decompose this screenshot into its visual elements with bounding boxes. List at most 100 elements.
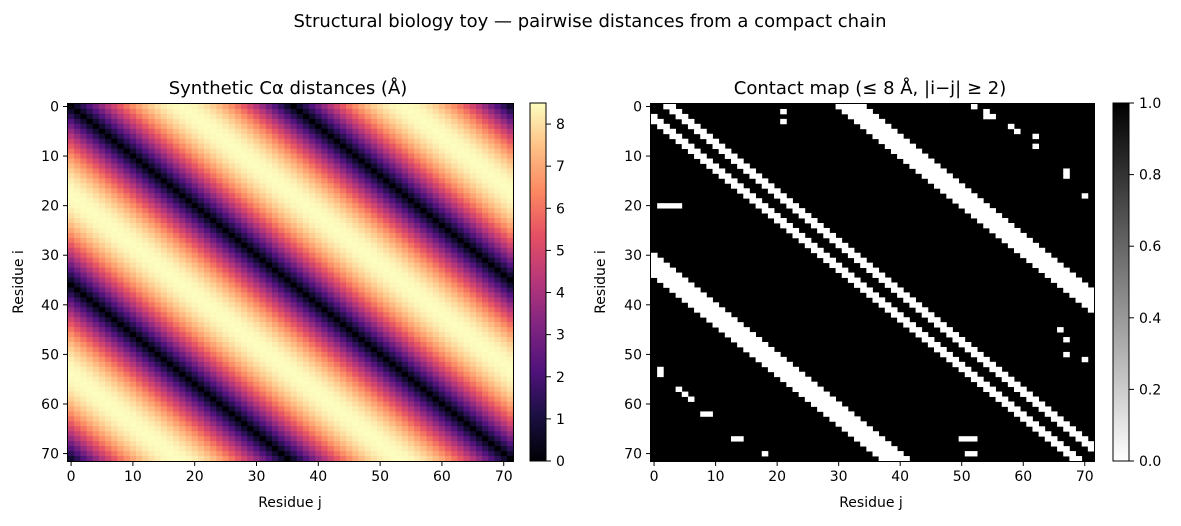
distance-cell	[135, 312, 143, 318]
distance-cell	[105, 193, 112, 199]
distance-cell	[315, 406, 322, 412]
distance-cell	[327, 198, 335, 204]
distance-cell	[68, 168, 75, 174]
distance-cell	[333, 223, 341, 229]
distance-cell	[506, 287, 514, 293]
distance-cell	[228, 436, 236, 442]
distance-cell	[271, 396, 279, 402]
distance-cell	[210, 237, 217, 244]
distance-cell	[228, 108, 236, 115]
distance-cell	[216, 198, 224, 204]
distance-cell	[154, 302, 162, 308]
distance-cell	[166, 262, 174, 269]
distance-cell	[309, 223, 316, 229]
distance-cell	[339, 183, 347, 189]
distance-cell	[185, 104, 193, 110]
distance-cell	[98, 203, 106, 209]
distance-cell	[426, 307, 434, 313]
distance-cell	[142, 198, 149, 204]
distance-cell	[426, 108, 434, 115]
distance-cell	[111, 227, 118, 234]
distance-cell	[302, 143, 310, 150]
distance-cell	[142, 227, 149, 234]
distance-cell	[80, 138, 88, 145]
distance-cell	[197, 302, 205, 308]
distance-cell	[203, 138, 211, 145]
distance-cell	[105, 302, 112, 308]
distance-cell	[457, 287, 465, 293]
distance-cell	[469, 237, 477, 244]
distance-cell	[506, 118, 514, 125]
distance-cell	[197, 262, 205, 269]
distance-cell	[173, 277, 180, 283]
distance-cell	[346, 158, 353, 164]
distance-cell	[129, 342, 137, 348]
distance-cell	[228, 381, 236, 388]
distance-cell	[123, 223, 131, 229]
distance-cell	[494, 168, 502, 174]
distance-cell	[463, 242, 471, 249]
distance-cell	[451, 346, 458, 353]
distance-cell	[352, 346, 359, 353]
distance-cell	[383, 237, 390, 244]
distance-cell	[105, 262, 112, 269]
distance-cell	[284, 356, 291, 363]
distance-cell	[414, 376, 421, 383]
distance-cell	[92, 118, 100, 125]
distance-cell	[234, 376, 242, 383]
distance-cell	[241, 252, 248, 259]
distance-cell	[321, 322, 329, 328]
distance-cell	[259, 133, 267, 140]
distance-cell	[247, 193, 254, 199]
distance-cell	[142, 307, 149, 313]
distance-cell	[420, 361, 427, 368]
distance-cell	[463, 366, 471, 373]
distance-cell	[352, 421, 359, 427]
distance-cell	[451, 371, 458, 378]
distance-cell	[173, 307, 180, 313]
distance-cell	[321, 436, 329, 442]
distance-cell	[432, 168, 440, 174]
distance-cell	[420, 312, 427, 318]
distance-cell	[451, 148, 458, 155]
distance-cell	[315, 441, 322, 447]
distance-cell	[414, 396, 421, 402]
distance-cell	[383, 337, 390, 343]
distance-cell	[475, 232, 483, 239]
distance-cell	[265, 401, 273, 407]
distance-cell	[80, 267, 88, 274]
distance-cell	[179, 401, 186, 407]
distance-cell	[426, 376, 434, 383]
distance-cell	[469, 327, 477, 333]
distance-cell	[98, 193, 106, 199]
distance-cell	[395, 138, 403, 145]
distance-cell	[129, 262, 137, 269]
distance-cell	[216, 242, 224, 249]
distance-cell	[203, 277, 211, 283]
distance-cell	[142, 163, 149, 169]
distance-cell	[278, 381, 285, 388]
distance-cell	[346, 327, 353, 333]
distance-cell	[185, 237, 193, 244]
distance-cell	[463, 401, 471, 407]
distance-cell	[234, 173, 242, 179]
distance-cell	[407, 426, 415, 432]
distance-cell	[451, 133, 458, 140]
distance-cell	[327, 302, 335, 308]
distance-cell	[278, 386, 285, 393]
distance-cell	[92, 168, 100, 174]
distance-cell	[420, 168, 427, 174]
distance-cell	[482, 193, 489, 199]
distance-cell	[142, 262, 149, 269]
distance-cell	[197, 252, 205, 259]
distance-cell	[228, 346, 236, 353]
distance-cell	[135, 381, 143, 388]
distance-cell	[401, 436, 409, 442]
distance-cell	[203, 342, 211, 348]
distance-cell	[191, 128, 199, 135]
distance-cell	[105, 366, 112, 373]
distance-cell	[228, 247, 236, 254]
distance-cell	[92, 312, 100, 318]
distance-cell	[197, 143, 205, 150]
distance-cell	[259, 198, 267, 204]
